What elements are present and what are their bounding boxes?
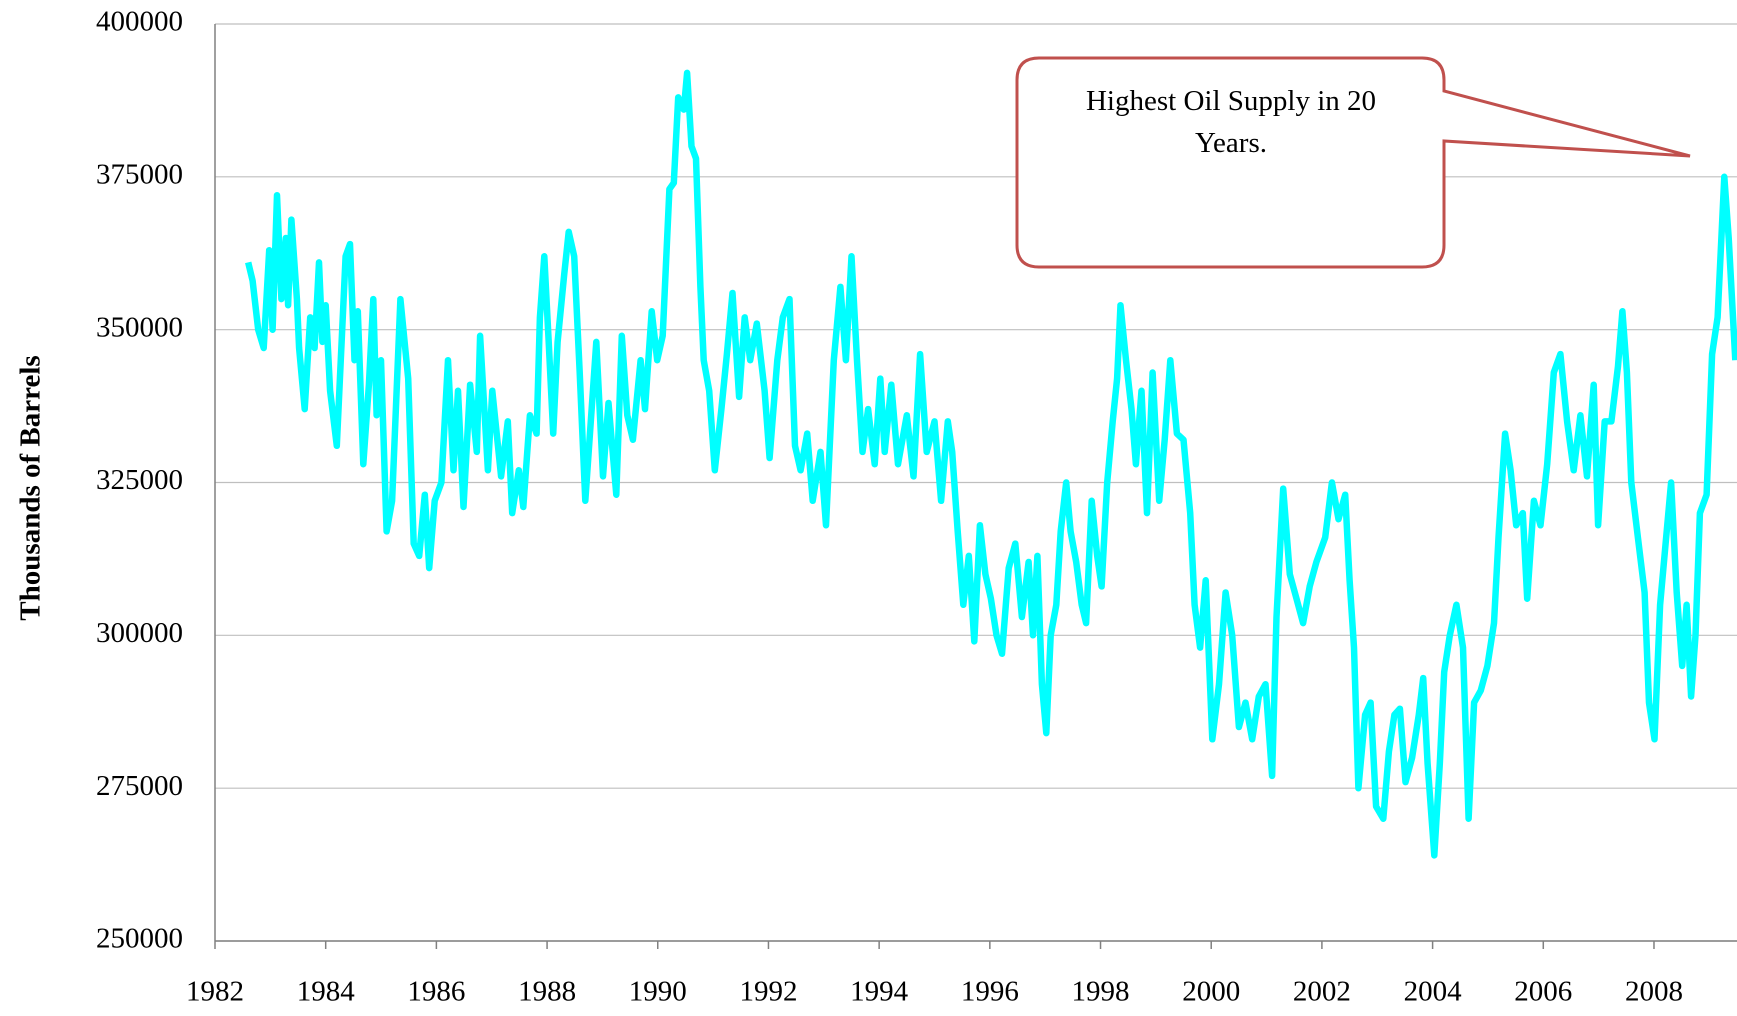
x-tick-label: 1996 — [961, 976, 1019, 1008]
callout-text-box: Highest Oil Supply in 20 Years. — [1085, 85, 1376, 159]
y-axis-title: Thousands of Barrels — [15, 355, 47, 620]
callout — [1015, 56, 1691, 269]
x-tick-label: 2000 — [1182, 976, 1240, 1008]
y-tick-label: 325000 — [96, 464, 183, 496]
x-tick-label: 1986 — [407, 976, 465, 1008]
x-tick-label: 2002 — [1293, 976, 1351, 1008]
x-tick-label: 2008 — [1625, 976, 1683, 1008]
x-tick-label: 2004 — [1404, 976, 1463, 1008]
x-tick-label: 1998 — [1072, 976, 1130, 1008]
y-tick-label: 375000 — [96, 158, 183, 190]
x-tick-label: 1990 — [629, 976, 687, 1008]
x-tick-label: 1994 — [850, 976, 909, 1008]
y-tick-label: 350000 — [96, 311, 183, 343]
x-tick-label: 1984 — [297, 976, 356, 1008]
x-tick-label: 2006 — [1514, 976, 1572, 1008]
y-tick-label: 400000 — [96, 6, 183, 38]
y-tick-label: 275000 — [96, 770, 183, 802]
x-tick-label: 1992 — [739, 976, 797, 1008]
annotation: Highest Oil Supply in 20 Years. — [1085, 85, 1376, 159]
tick-labels: 250000 275000 300000 325000 350000 375000 4000… — [96, 6, 1683, 1008]
plot-area — [245, 69, 1737, 859]
x-tick-label: 1982 — [186, 976, 244, 1008]
data-line — [245, 69, 1737, 859]
y-tick-label: 300000 — [96, 617, 183, 649]
y-tick-label: 250000 — [96, 923, 183, 955]
x-tick-label: 1988 — [518, 976, 576, 1008]
